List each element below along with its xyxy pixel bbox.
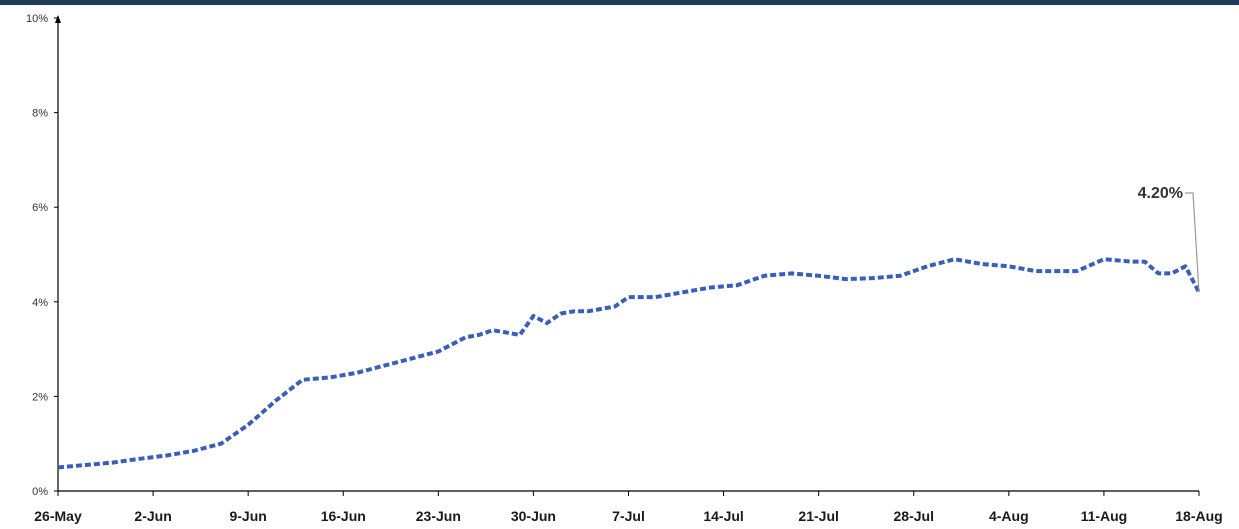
annotation-label: 4.20% xyxy=(1138,185,1183,202)
y-tick-label: 8% xyxy=(32,108,48,120)
x-tick-label: 28-Jul xyxy=(894,508,934,524)
y-tick-label: 6% xyxy=(32,202,48,214)
x-tick-label: 11-Aug xyxy=(1081,508,1128,524)
y-tick-label: 10% xyxy=(26,13,48,25)
x-tick-label: 14-Jul xyxy=(703,508,743,524)
x-tick-label: 7-Jul xyxy=(612,508,645,524)
top-border-bar xyxy=(0,0,1239,5)
series-line xyxy=(57,257,1201,470)
x-tick-label: 4-Aug xyxy=(989,508,1029,524)
y-axis-arrow-icon xyxy=(55,15,61,23)
x-tick-label: 26-May xyxy=(34,508,82,524)
x-tick-label: 9-Jun xyxy=(229,508,266,524)
x-tick-label: 16-Jun xyxy=(321,508,366,524)
y-tick-label: 0% xyxy=(32,486,48,498)
y-tick-label: 4% xyxy=(32,297,48,309)
x-tick-label: 23-Jun xyxy=(416,508,461,524)
x-tick-label: 21-Jul xyxy=(798,508,838,524)
y-tick-label: 2% xyxy=(32,391,48,403)
x-tick-label: 2-Jun xyxy=(134,508,171,524)
annotation-leader-line xyxy=(1185,192,1200,293)
x-tick-label: 30-Jun xyxy=(511,508,556,524)
x-tick-label: 18-Aug xyxy=(1175,508,1222,524)
